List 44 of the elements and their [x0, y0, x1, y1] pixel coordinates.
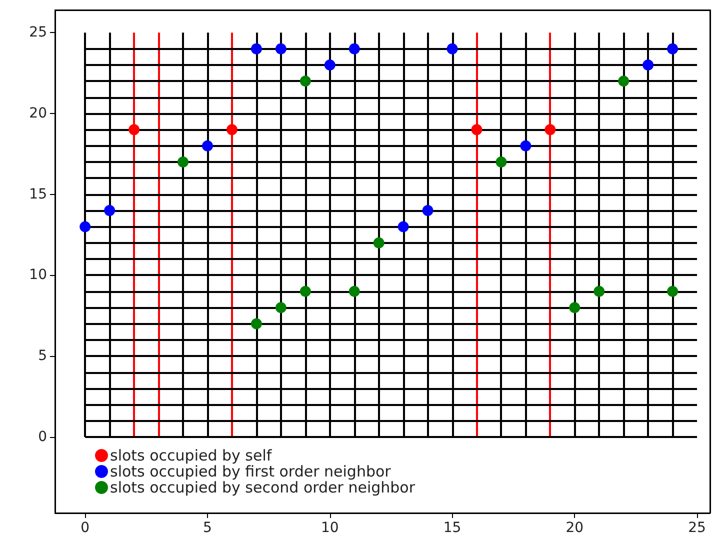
x-tick-label: 15 [443, 520, 462, 536]
point [300, 76, 311, 87]
point [250, 318, 262, 330]
x-tick-label: 25 [688, 520, 706, 536]
x-tick-label: 0 [80, 520, 90, 536]
point [446, 43, 458, 54]
point [275, 302, 286, 314]
point [250, 43, 262, 54]
point [642, 59, 654, 70]
point [667, 286, 678, 297]
point [300, 286, 311, 297]
point [226, 124, 238, 136]
legend-label: slots occupied by self [110, 446, 272, 464]
point [178, 156, 189, 168]
point [348, 43, 360, 54]
point [471, 124, 482, 136]
point [348, 286, 360, 297]
point [520, 140, 532, 152]
point [594, 286, 605, 297]
point [569, 302, 580, 314]
point [373, 237, 384, 248]
y-tick-label: 0 [38, 428, 47, 445]
point [80, 221, 91, 232]
legend-label: slots occupied by first order neighbor [110, 462, 392, 480]
point [618, 76, 630, 87]
point [422, 205, 434, 216]
point [128, 124, 140, 136]
point [275, 43, 286, 54]
point [398, 221, 409, 232]
x-tick-label: 20 [566, 520, 584, 536]
x-tick-label: 5 [203, 520, 212, 536]
point [202, 140, 213, 152]
point [496, 156, 507, 168]
point [324, 59, 336, 70]
point [667, 43, 678, 54]
y-tick-label: 20 [29, 106, 47, 122]
legend-label: slots occupied by second order neighbor [110, 478, 416, 496]
point [104, 205, 116, 216]
y-tick-label: 5 [38, 348, 47, 364]
point [544, 124, 556, 136]
y-tick-label: 25 [29, 24, 47, 41]
y-tick-label: 10 [29, 267, 47, 284]
x-tick-label: 10 [320, 520, 339, 536]
y-tick-label: 15 [29, 186, 47, 202]
